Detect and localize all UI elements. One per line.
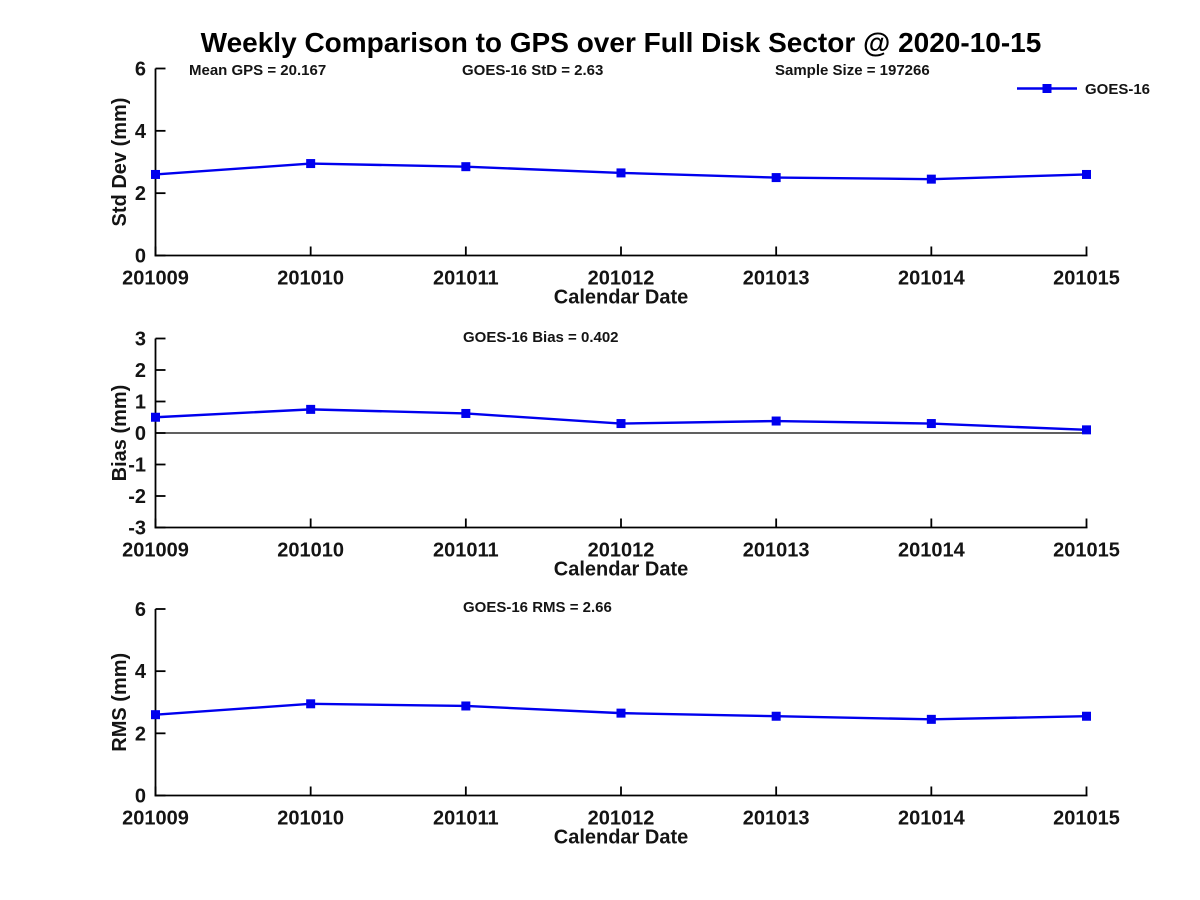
y-tick-label: 2	[135, 183, 146, 205]
x-tick-label: 201015	[1053, 268, 1120, 290]
data-point-marker	[1082, 425, 1091, 435]
legend: GOES-16	[1017, 81, 1150, 98]
y-tick-label: 3	[135, 329, 146, 351]
x-tick-label: 201009	[122, 808, 189, 830]
y-tick-label: 0	[135, 423, 146, 445]
y-tick-label: 0	[135, 786, 146, 808]
data-point-marker	[306, 404, 316, 414]
data-point-marker	[771, 711, 781, 721]
x-tick-label: 201010	[277, 808, 344, 830]
data-point-marker	[306, 159, 316, 169]
figure-title: Weekly Comparison to GPS over Full Disk …	[200, 27, 1042, 58]
y-tick-label: 2	[135, 360, 146, 382]
x-tick-label: 201010	[277, 540, 344, 562]
y-tick-label: 4	[135, 121, 147, 143]
x-tick-label: 201009	[122, 540, 189, 562]
legend-marker	[1042, 84, 1052, 93]
x-tick-label: 201009	[122, 268, 189, 290]
panel-rms: 0 2 4 6 201009 201010 201011 201012 201013 201014…	[109, 599, 1120, 849]
x-tick-label: 201015	[1053, 540, 1120, 562]
legend-label: GOES-16	[1085, 81, 1150, 98]
data-point-marker	[616, 168, 626, 178]
stat-annotation: Mean GPS = 20.167	[189, 62, 326, 79]
x-tick-label: 201013	[743, 268, 810, 290]
data-point-marker	[151, 169, 160, 179]
y-tick-label: -3	[128, 518, 146, 540]
y-tick-label: -1	[128, 455, 146, 477]
data-point-marker	[926, 714, 936, 724]
data-point-marker	[616, 419, 626, 429]
data-point-marker	[461, 408, 471, 418]
data-point-marker	[771, 173, 781, 183]
y-axis-label: RMS (mm)	[109, 653, 131, 752]
data-point-marker	[926, 174, 936, 184]
y-tick-label: 2	[135, 723, 146, 745]
x-tick-label: 201013	[743, 808, 810, 830]
data-point-marker	[926, 419, 936, 429]
y-tick-label: 0	[135, 246, 146, 268]
x-tick-label: 201011	[433, 808, 499, 830]
y-tick-label: 6	[135, 599, 146, 621]
data-point-marker	[616, 708, 626, 718]
x-axis-label: Calendar Date	[554, 287, 689, 309]
stat-annotation: GOES-16 RMS = 2.66	[463, 599, 612, 616]
y-tick-label: 4	[135, 661, 147, 683]
y-axis-label: Bias (mm)	[109, 385, 131, 482]
x-tick-label: 201014	[898, 268, 966, 290]
x-tick-label: 201010	[277, 268, 344, 290]
x-tick-label: 201012	[588, 268, 655, 290]
y-axis-label: Std Dev (mm)	[109, 98, 131, 227]
data-point-marker	[771, 416, 781, 426]
data-point-marker	[1082, 711, 1091, 721]
stat-annotation: GOES-16 StD = 2.63	[462, 62, 603, 79]
x-tick-label: 201014	[898, 540, 966, 562]
x-tick-label: 201013	[743, 540, 810, 562]
x-tick-label: 201012	[588, 540, 655, 562]
x-axis-label: Calendar Date	[554, 559, 689, 581]
data-point-marker	[461, 701, 471, 711]
stat-annotation: Sample Size = 197266	[775, 62, 930, 79]
panel-stddev: 0 2 4 6 201009 201010 201011 201012 201013 201014…	[109, 59, 1150, 309]
data-point-marker	[151, 710, 160, 720]
y-tick-label: 1	[135, 392, 146, 414]
x-tick-label: 201011	[433, 540, 499, 562]
data-point-marker	[151, 412, 160, 422]
x-tick-label: 201014	[898, 808, 966, 830]
x-axis-label: Calendar Date	[554, 827, 689, 849]
y-tick-label: -2	[128, 486, 146, 508]
x-tick-label: 201012	[588, 808, 655, 830]
y-tick-label: 6	[135, 59, 146, 81]
data-point-marker	[306, 699, 316, 709]
x-tick-label: 201011	[433, 268, 499, 290]
data-point-marker	[461, 162, 471, 172]
x-tick-label: 201015	[1053, 808, 1120, 830]
stat-annotation: GOES-16 Bias = 0.402	[463, 329, 619, 346]
data-point-marker	[1082, 169, 1091, 179]
